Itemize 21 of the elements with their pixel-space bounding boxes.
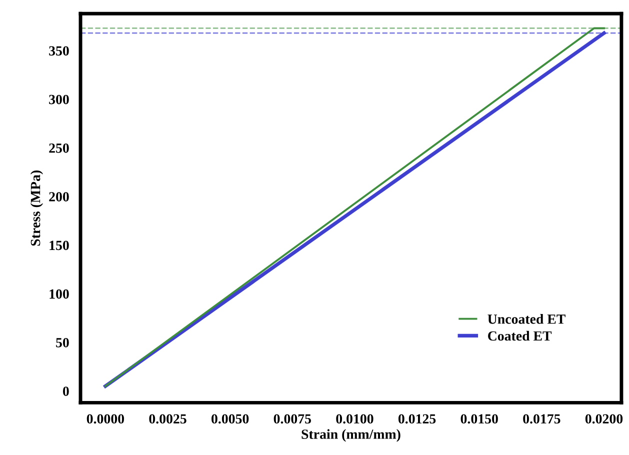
x-tick-label: 0.0175 [523,414,560,424]
x-axis-title: Strain (mm/mm) [302,429,400,442]
y-tick-label: 100 [50,289,69,299]
x-tick-label: 0.0025 [149,414,186,424]
y-axis-title: Stress (MPa) [30,170,44,246]
x-tick-label: 0.0200 [585,414,623,424]
x-tick-label: 0.0050 [212,414,249,424]
legend-label: Uncoated ET [488,314,566,324]
x-tick-label: 0.0075 [274,414,311,424]
legend-label: Coated ET [488,330,552,341]
y-tick-label: 300 [49,94,69,104]
x-tick-label: 0.0000 [86,414,124,424]
y-tick-label: 200 [49,192,69,202]
y-tick-label: 350 [49,46,69,56]
x-tick-label: 0.0100 [336,414,374,424]
y-tick-label: 250 [49,143,69,153]
x-tick-label: 0.0150 [460,414,498,424]
y-tick-label: 50 [56,338,69,348]
y-tick-label: 150 [50,240,69,250]
x-tick-label: 0.0125 [398,414,436,424]
y-tick-label: 0 [62,386,69,396]
